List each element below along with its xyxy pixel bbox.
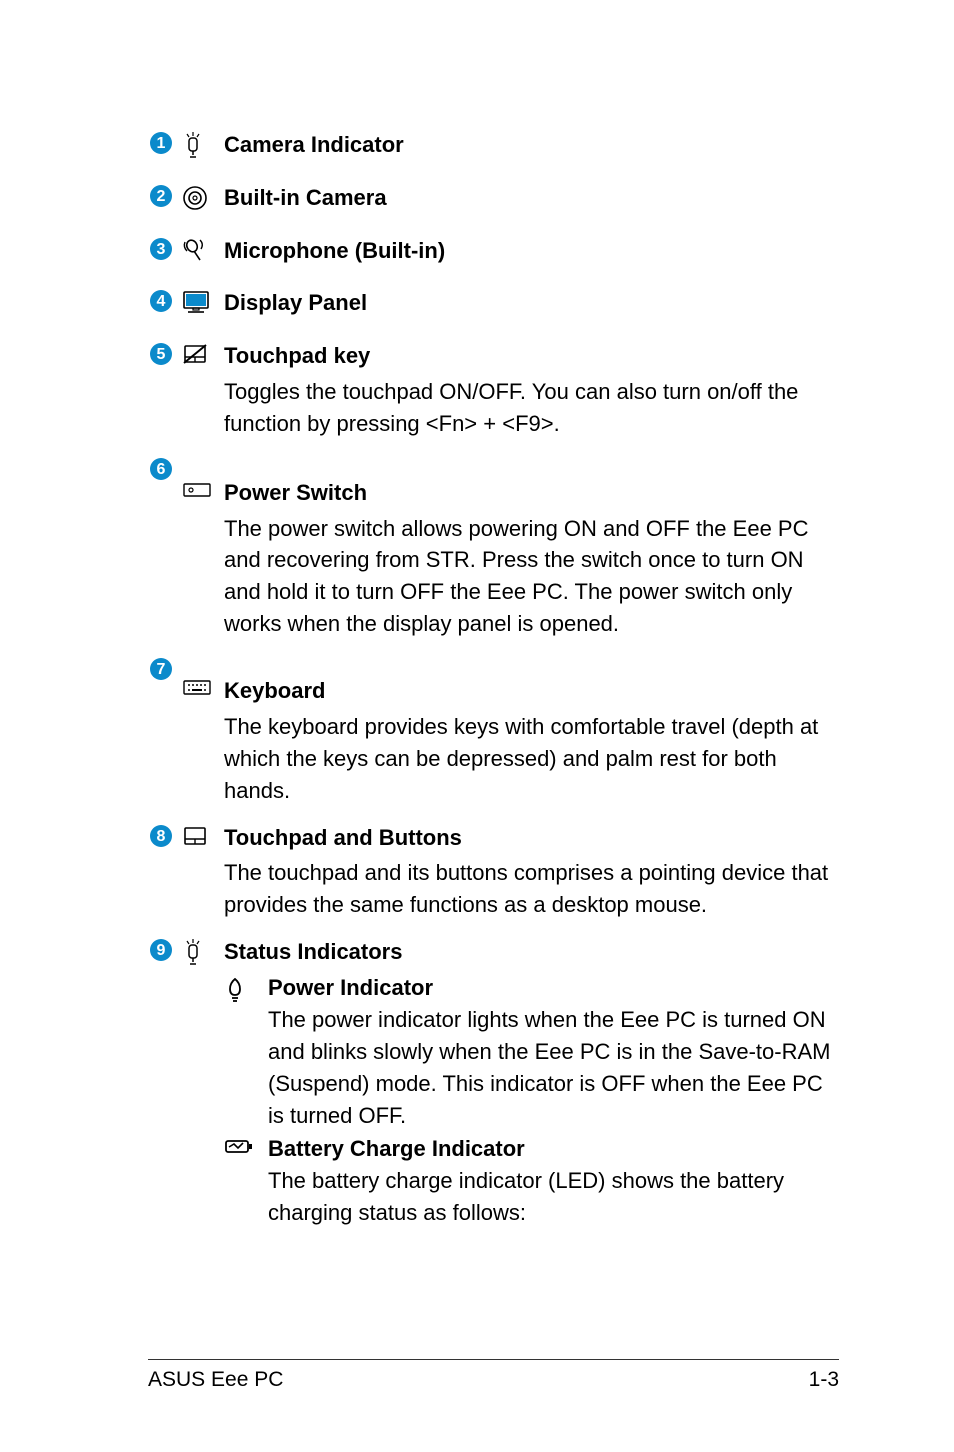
feature-icon-column	[182, 823, 224, 847]
item-content: Status Indicators Power Indicator The po…	[224, 937, 839, 1229]
circled-number-icon: 4	[148, 288, 174, 314]
item-title: Power Switch	[224, 478, 839, 509]
number-column: 3	[148, 236, 182, 267]
item-body: The touchpad and its buttons comprises a…	[224, 857, 839, 921]
microphone-icon	[182, 238, 208, 264]
item-title: Display Panel	[224, 288, 839, 319]
footer-left: ASUS Eee PC	[148, 1368, 283, 1392]
item-body: Toggles the touchpad ON/OFF. You can als…	[224, 376, 839, 440]
svg-text:2: 2	[157, 188, 166, 205]
list-item: 3 Microphone (Built-in)	[148, 236, 839, 271]
list-item: 9 Status Indicators	[148, 937, 839, 1229]
sub-icon-column	[224, 1133, 268, 1155]
number-column: 5	[148, 341, 182, 372]
number-column: 4	[148, 288, 182, 319]
sub-content: Power Indicator The power indicator ligh…	[268, 972, 839, 1131]
item-content: Touchpad key Toggles the touchpad ON/OFF…	[224, 341, 839, 440]
svg-text:7: 7	[157, 661, 166, 678]
list-item: 7 Keyboard The keyboard provides keys wi…	[148, 656, 839, 806]
power-switch-icon	[182, 480, 212, 498]
feature-icon-column	[182, 341, 224, 365]
sub-icon-column	[224, 972, 268, 1002]
circled-number-icon: 5	[148, 341, 174, 367]
sub-item-body: The battery charge indicator (LED) shows…	[268, 1165, 839, 1229]
page-content: 1 Camera Indicator 2	[0, 0, 954, 1452]
circled-number-icon: 3	[148, 236, 174, 262]
item-title: Touchpad key	[224, 341, 839, 372]
item-title: Camera Indicator	[224, 130, 839, 161]
number-column: 1	[148, 130, 182, 161]
list-item: 8 Touchpad and Buttons The touchpad and …	[148, 823, 839, 922]
footer-right: 1-3	[809, 1368, 839, 1392]
display-panel-icon	[182, 290, 210, 314]
item-title: Microphone (Built-in)	[224, 236, 839, 267]
page-footer: ASUS Eee PC 1-3	[148, 1359, 839, 1392]
item-content: Microphone (Built-in)	[224, 236, 839, 271]
svg-text:9: 9	[157, 942, 166, 959]
item-content: Built-in Camera	[224, 183, 839, 218]
item-title: Keyboard	[224, 676, 839, 707]
circled-number-icon: 8	[148, 823, 174, 849]
sub-list-item: Power Indicator The power indicator ligh…	[224, 972, 839, 1131]
item-content: Power Switch The power switch allows pow…	[224, 456, 839, 640]
feature-icon-column	[182, 456, 224, 498]
feature-icon-column	[182, 236, 224, 264]
item-body: The keyboard provides keys with comforta…	[224, 711, 839, 807]
item-content: Display Panel	[224, 288, 839, 323]
sub-item-body: The power indicator lights when the Eee …	[268, 1004, 839, 1132]
keyboard-icon	[182, 678, 212, 696]
item-body: The power switch allows powering ON and …	[224, 513, 839, 641]
touchpad-icon	[182, 825, 208, 847]
sub-item-title: Power Indicator	[268, 972, 839, 1004]
battery-charge-icon	[224, 1137, 268, 1155]
svg-text:5: 5	[157, 346, 166, 363]
list-item: 5 Touchpad key Toggles the touchpad ON/O…	[148, 341, 839, 440]
status-indicator-icon	[182, 939, 204, 965]
item-title: Status Indicators	[224, 937, 839, 968]
feature-icon-column	[182, 183, 224, 211]
number-column: 8	[148, 823, 182, 854]
sub-item-title: Battery Charge Indicator	[268, 1133, 839, 1165]
list-item: 6 Power Switch The power switch allows p…	[148, 456, 839, 640]
power-indicator-icon	[224, 976, 268, 1002]
svg-text:4: 4	[157, 293, 166, 310]
svg-text:6: 6	[157, 461, 166, 478]
circled-number-icon: 9	[148, 937, 174, 963]
number-column: 6	[148, 456, 182, 487]
item-title: Touchpad and Buttons	[224, 823, 839, 854]
camera-icon	[182, 185, 208, 211]
circled-number-icon: 2	[148, 183, 174, 209]
camera-indicator-icon	[182, 132, 204, 158]
number-column: 2	[148, 183, 182, 214]
sub-list-item: Battery Charge Indicator The battery cha…	[224, 1133, 839, 1229]
feature-icon-column	[182, 130, 224, 158]
feature-icon-column	[182, 937, 224, 965]
number-column: 7	[148, 656, 182, 687]
feature-icon-column	[182, 288, 224, 314]
item-content: Camera Indicator	[224, 130, 839, 165]
svg-text:1: 1	[157, 135, 166, 152]
svg-text:8: 8	[157, 828, 166, 845]
item-content: Keyboard The keyboard provides keys with…	[224, 656, 839, 806]
number-column: 9	[148, 937, 182, 968]
list-item: 2 Built-in Camera	[148, 183, 839, 218]
circled-number-icon: 6	[148, 456, 174, 482]
circled-number-icon: 7	[148, 656, 174, 682]
list-item: 1 Camera Indicator	[148, 130, 839, 165]
feature-icon-column	[182, 656, 224, 696]
list-item: 4 Display Panel	[148, 288, 839, 323]
svg-text:3: 3	[157, 241, 166, 258]
item-title: Built-in Camera	[224, 183, 839, 214]
sub-content: Battery Charge Indicator The battery cha…	[268, 1133, 839, 1229]
touchpad-key-icon	[182, 343, 208, 365]
circled-number-icon: 1	[148, 130, 174, 156]
item-content: Touchpad and Buttons The touchpad and it…	[224, 823, 839, 922]
